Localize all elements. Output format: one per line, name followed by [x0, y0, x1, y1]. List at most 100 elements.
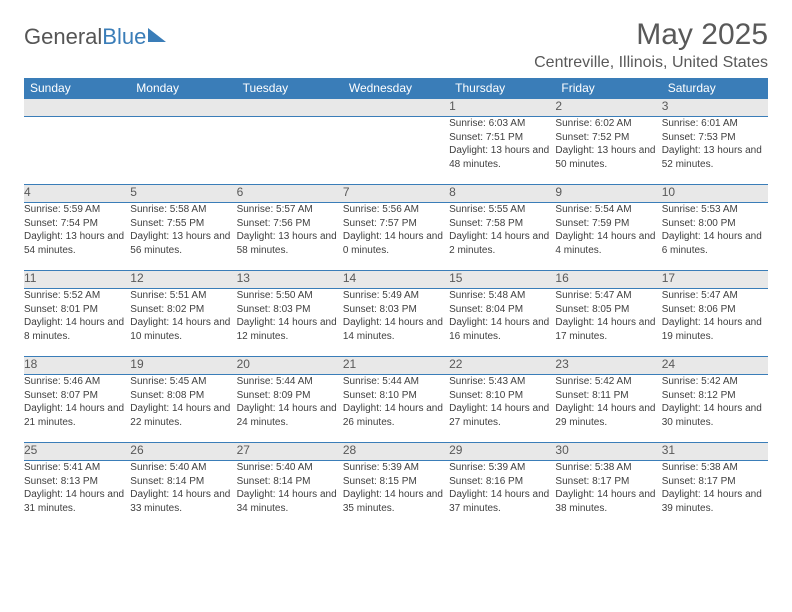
day-number-row: 123 — [24, 99, 768, 117]
sunset-line: Sunset: 8:03 PM — [237, 303, 343, 317]
sunrise-line: Sunrise: 5:39 AM — [449, 461, 555, 475]
daylight-line: Daylight: 13 hours and 56 minutes. — [130, 230, 236, 257]
daylight-line: Daylight: 13 hours and 50 minutes. — [555, 144, 661, 171]
daylight-line: Daylight: 14 hours and 0 minutes. — [343, 230, 449, 257]
day-number-row: 11121314151617 — [24, 271, 768, 289]
sunset-line: Sunset: 8:13 PM — [24, 475, 130, 489]
sunrise-line: Sunrise: 5:44 AM — [343, 375, 449, 389]
day-number-row: 25262728293031 — [24, 443, 768, 461]
daylight-line: Daylight: 14 hours and 17 minutes. — [555, 316, 661, 343]
day-number: 2 — [555, 99, 661, 117]
sunset-line: Sunset: 7:58 PM — [449, 217, 555, 231]
day-number: 21 — [343, 357, 449, 375]
day-number: 12 — [130, 271, 236, 289]
day-details: Sunrise: 5:59 AMSunset: 7:54 PMDaylight:… — [24, 203, 130, 271]
sunset-line: Sunset: 8:07 PM — [24, 389, 130, 403]
daylight-line: Daylight: 13 hours and 54 minutes. — [24, 230, 130, 257]
day-details — [343, 117, 449, 185]
day-number: 25 — [24, 443, 130, 461]
day-details: Sunrise: 5:56 AMSunset: 7:57 PMDaylight:… — [343, 203, 449, 271]
month-title: May 2025 — [534, 18, 768, 52]
day-details: Sunrise: 5:47 AMSunset: 8:06 PMDaylight:… — [662, 289, 768, 357]
sunrise-line: Sunrise: 5:59 AM — [24, 203, 130, 217]
sunrise-line: Sunrise: 5:48 AM — [449, 289, 555, 303]
sunset-line: Sunset: 8:12 PM — [662, 389, 768, 403]
sunrise-line: Sunrise: 5:40 AM — [130, 461, 236, 475]
day-number: 9 — [555, 185, 661, 203]
sunset-line: Sunset: 8:05 PM — [555, 303, 661, 317]
day-header-row: Sunday Monday Tuesday Wednesday Thursday… — [24, 78, 768, 99]
day-number: 20 — [237, 357, 343, 375]
daylight-line: Daylight: 14 hours and 30 minutes. — [662, 402, 768, 429]
sunset-line: Sunset: 8:17 PM — [662, 475, 768, 489]
daylight-line: Daylight: 14 hours and 22 minutes. — [130, 402, 236, 429]
sunset-line: Sunset: 8:06 PM — [662, 303, 768, 317]
day-details: Sunrise: 5:52 AMSunset: 8:01 PMDaylight:… — [24, 289, 130, 357]
sunset-line: Sunset: 8:16 PM — [449, 475, 555, 489]
day-header: Tuesday — [237, 78, 343, 99]
sunrise-line: Sunrise: 5:44 AM — [237, 375, 343, 389]
day-number: 18 — [24, 357, 130, 375]
daylight-line: Daylight: 14 hours and 29 minutes. — [555, 402, 661, 429]
day-number: 22 — [449, 357, 555, 375]
sunset-line: Sunset: 8:15 PM — [343, 475, 449, 489]
sunrise-line: Sunrise: 5:41 AM — [24, 461, 130, 475]
daylight-line: Daylight: 14 hours and 4 minutes. — [555, 230, 661, 257]
daylight-line: Daylight: 14 hours and 27 minutes. — [449, 402, 555, 429]
day-number — [24, 99, 130, 117]
daylight-line: Daylight: 14 hours and 33 minutes. — [130, 488, 236, 515]
sunset-line: Sunset: 8:09 PM — [237, 389, 343, 403]
sunrise-line: Sunrise: 5:51 AM — [130, 289, 236, 303]
sunrise-line: Sunrise: 5:38 AM — [555, 461, 661, 475]
sunset-line: Sunset: 8:10 PM — [343, 389, 449, 403]
day-number: 11 — [24, 271, 130, 289]
sunrise-line: Sunrise: 5:38 AM — [662, 461, 768, 475]
day-details: Sunrise: 5:42 AMSunset: 8:11 PMDaylight:… — [555, 375, 661, 443]
day-detail-row: Sunrise: 5:59 AMSunset: 7:54 PMDaylight:… — [24, 203, 768, 271]
sunrise-line: Sunrise: 5:57 AM — [237, 203, 343, 217]
sunrise-line: Sunrise: 5:46 AM — [24, 375, 130, 389]
day-number: 8 — [449, 185, 555, 203]
sunset-line: Sunset: 7:59 PM — [555, 217, 661, 231]
day-details: Sunrise: 5:55 AMSunset: 7:58 PMDaylight:… — [449, 203, 555, 271]
daylight-line: Daylight: 14 hours and 16 minutes. — [449, 316, 555, 343]
day-header: Sunday — [24, 78, 130, 99]
day-details: Sunrise: 5:40 AMSunset: 8:14 PMDaylight:… — [130, 461, 236, 529]
daylight-line: Daylight: 14 hours and 12 minutes. — [237, 316, 343, 343]
day-details: Sunrise: 5:38 AMSunset: 8:17 PMDaylight:… — [662, 461, 768, 529]
day-header: Wednesday — [343, 78, 449, 99]
daylight-line: Daylight: 14 hours and 34 minutes. — [237, 488, 343, 515]
day-number-row: 45678910 — [24, 185, 768, 203]
day-details: Sunrise: 5:44 AMSunset: 8:09 PMDaylight:… — [237, 375, 343, 443]
day-number — [237, 99, 343, 117]
day-number: 28 — [343, 443, 449, 461]
day-details: Sunrise: 6:02 AMSunset: 7:52 PMDaylight:… — [555, 117, 661, 185]
day-details: Sunrise: 5:41 AMSunset: 8:13 PMDaylight:… — [24, 461, 130, 529]
header: GeneralBlue May 2025 Centreville, Illino… — [24, 18, 768, 72]
sunrise-line: Sunrise: 5:45 AM — [130, 375, 236, 389]
sunset-line: Sunset: 7:51 PM — [449, 131, 555, 145]
day-details: Sunrise: 5:53 AMSunset: 8:00 PMDaylight:… — [662, 203, 768, 271]
sunset-line: Sunset: 7:52 PM — [555, 131, 661, 145]
day-number: 15 — [449, 271, 555, 289]
day-number: 7 — [343, 185, 449, 203]
sunset-line: Sunset: 8:11 PM — [555, 389, 661, 403]
daylight-line: Daylight: 14 hours and 39 minutes. — [662, 488, 768, 515]
sunrise-line: Sunrise: 6:01 AM — [662, 117, 768, 131]
day-number: 10 — [662, 185, 768, 203]
sunset-line: Sunset: 8:00 PM — [662, 217, 768, 231]
daylight-line: Daylight: 14 hours and 37 minutes. — [449, 488, 555, 515]
day-details: Sunrise: 5:46 AMSunset: 8:07 PMDaylight:… — [24, 375, 130, 443]
sunset-line: Sunset: 8:04 PM — [449, 303, 555, 317]
day-details: Sunrise: 5:48 AMSunset: 8:04 PMDaylight:… — [449, 289, 555, 357]
sunset-line: Sunset: 8:17 PM — [555, 475, 661, 489]
sunrise-line: Sunrise: 5:40 AM — [237, 461, 343, 475]
sunrise-line: Sunrise: 5:52 AM — [24, 289, 130, 303]
day-details — [237, 117, 343, 185]
day-number: 27 — [237, 443, 343, 461]
sunset-line: Sunset: 7:57 PM — [343, 217, 449, 231]
day-number: 23 — [555, 357, 661, 375]
day-header: Thursday — [449, 78, 555, 99]
day-number: 4 — [24, 185, 130, 203]
sunrise-line: Sunrise: 5:50 AM — [237, 289, 343, 303]
